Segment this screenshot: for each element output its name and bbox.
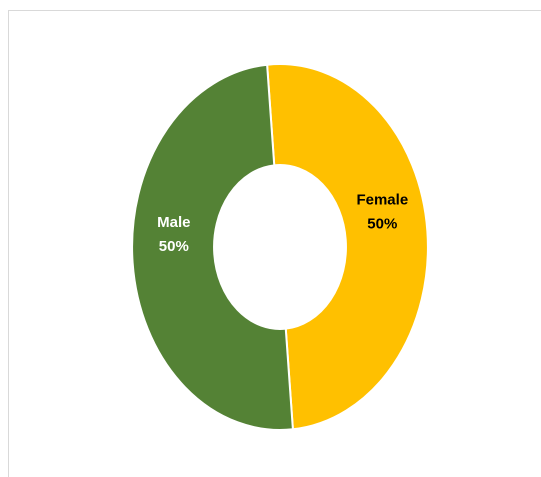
label-male-name: Male <box>157 214 190 231</box>
chart-border-top <box>8 10 541 11</box>
slice-male <box>131 63 294 431</box>
label-male-value: 50% <box>159 238 189 255</box>
slices-group <box>131 63 429 431</box>
slice-female <box>266 63 429 431</box>
label-female-name: Female <box>356 191 408 208</box>
chart-border-left <box>8 10 9 477</box>
label-female-value: 50% <box>367 215 397 232</box>
labels-group: Female 50% Male 50% <box>157 191 408 255</box>
